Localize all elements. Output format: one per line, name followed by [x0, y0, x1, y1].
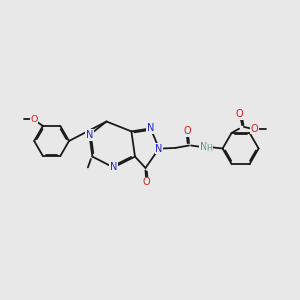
Text: N: N	[200, 142, 207, 152]
Text: O: O	[30, 115, 38, 124]
Text: H: H	[206, 144, 212, 153]
Text: N: N	[86, 130, 93, 140]
Text: O: O	[236, 109, 244, 119]
Text: N: N	[147, 123, 154, 134]
Text: O: O	[142, 177, 150, 188]
Text: N: N	[110, 162, 117, 172]
Text: N: N	[155, 143, 163, 154]
Text: O: O	[251, 124, 259, 134]
Text: O: O	[184, 126, 191, 136]
